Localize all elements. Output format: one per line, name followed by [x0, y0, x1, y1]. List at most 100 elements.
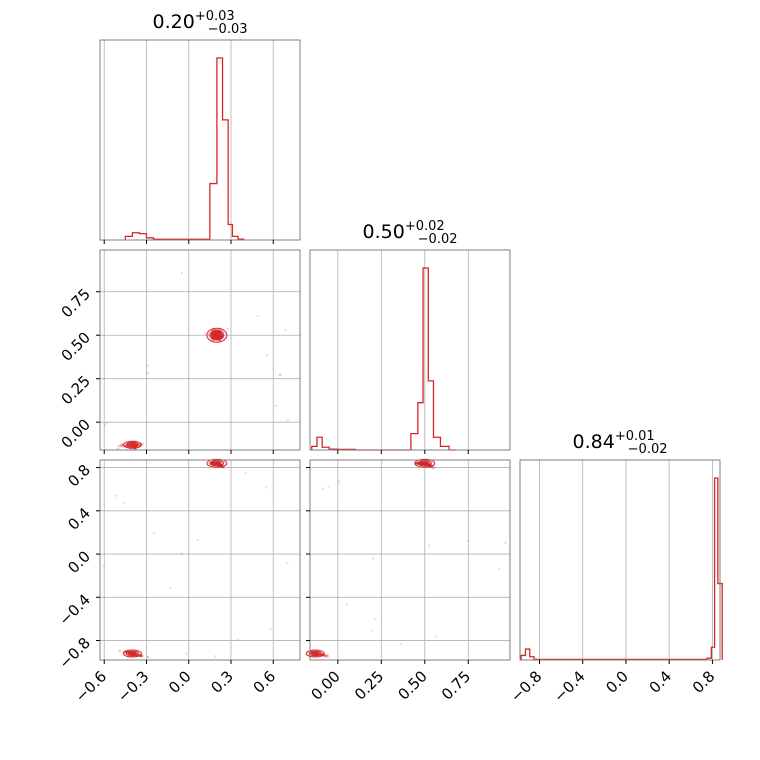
contour	[128, 443, 137, 447]
sample-point	[215, 461, 219, 465]
y-tick-label-p2: −0.8	[56, 634, 94, 672]
sample-point	[214, 461, 217, 465]
sample-point	[215, 461, 218, 465]
sample-point	[214, 461, 217, 465]
x-tick-label-p1: 0.25	[351, 667, 387, 703]
contour	[212, 332, 222, 339]
outlier-point	[168, 586, 172, 590]
sample-point	[213, 333, 217, 336]
sample-point	[214, 461, 218, 465]
panel-2-2: 0.84+0.01 −0.02	[519, 429, 723, 664]
sample-point	[214, 461, 218, 465]
sample-point	[215, 333, 219, 337]
sample-point	[424, 461, 428, 465]
sample-point	[214, 333, 217, 337]
sample-point	[126, 443, 130, 447]
x-tick-label-p2: 0.4	[646, 667, 676, 697]
sample-point	[215, 461, 219, 465]
sample-point	[423, 461, 427, 465]
outlier-point	[180, 271, 184, 275]
sample-point	[215, 332, 219, 336]
panel-title-0: 0.20+0.03 −0.03	[153, 9, 248, 37]
sample-point	[214, 461, 218, 465]
contour	[311, 651, 319, 656]
outlier-point	[371, 629, 374, 632]
sample-point	[215, 461, 218, 465]
sample-point	[214, 461, 218, 465]
x-tick-label-p2: −0.4	[550, 667, 588, 705]
outlier-point	[374, 617, 377, 621]
sample-point	[414, 461, 418, 465]
sample-point	[213, 461, 217, 465]
outlier-point	[286, 418, 289, 422]
sample-point	[215, 334, 219, 338]
outlier-point	[236, 638, 239, 641]
sample-point	[214, 461, 218, 465]
sample-point	[216, 333, 219, 337]
x-tick-label-p2: 0.0	[602, 667, 632, 697]
sample-point	[140, 654, 144, 658]
sample-point	[422, 461, 425, 465]
sample-point	[215, 462, 219, 465]
outlier-point	[265, 353, 269, 357]
sample-point	[422, 461, 426, 465]
histogram-step-0	[124, 57, 245, 240]
sample-point	[422, 461, 426, 465]
sample-point	[214, 461, 217, 465]
contour	[420, 461, 429, 466]
x-tick-label-p0: −0.6	[72, 667, 110, 705]
sample-point	[214, 461, 218, 465]
sample-point	[418, 461, 422, 465]
sample-point	[424, 461, 428, 465]
sample-point	[215, 461, 219, 465]
sample-point	[422, 461, 426, 465]
sample-point	[422, 461, 425, 465]
sample-point	[422, 461, 426, 465]
sample-point	[423, 461, 427, 465]
outlier-point	[326, 653, 329, 657]
sample-point	[423, 461, 427, 465]
panel-2-0	[96, 458, 301, 664]
sample-point	[214, 333, 217, 337]
sample-point	[216, 334, 220, 338]
sample-point	[422, 461, 426, 465]
sample-point	[216, 461, 219, 465]
sample-point	[423, 461, 426, 465]
sample-point	[214, 461, 218, 465]
panel-frame	[99, 249, 301, 451]
sample-point	[215, 333, 218, 336]
sample-point	[214, 461, 218, 465]
x-tick-label-p0: −0.3	[114, 667, 152, 705]
contour	[209, 330, 225, 341]
outlier-point	[153, 531, 156, 535]
sample-point	[324, 654, 327, 658]
sample-point	[423, 461, 427, 465]
outlier-point	[180, 552, 183, 555]
sample-point	[422, 461, 426, 465]
sample-point	[423, 461, 427, 465]
sample-point	[214, 461, 217, 465]
panel-title-2: 0.84+0.01 −0.02	[573, 429, 668, 457]
outlier-point	[327, 485, 331, 488]
x-tick-label-p1: 0.75	[438, 667, 474, 703]
sample-point	[215, 332, 219, 336]
sample-point	[214, 461, 217, 465]
y-tick-label-p1: 0.00	[58, 415, 94, 451]
sample-point	[214, 461, 218, 465]
outlier-point	[498, 567, 501, 571]
histogram-step-2	[520, 477, 723, 661]
y-tick-label-p2: 0.0	[64, 547, 94, 577]
sample-point	[214, 332, 218, 336]
sample-point	[215, 461, 218, 465]
sample-point	[215, 461, 219, 465]
sample-point	[422, 461, 426, 465]
sample-point	[423, 461, 426, 465]
sample-point	[214, 334, 218, 338]
outlier-point	[102, 564, 106, 567]
sample-point	[120, 443, 124, 447]
sample-point	[216, 461, 219, 465]
sample-point	[119, 444, 123, 448]
sample-point	[214, 461, 218, 465]
sample-point	[214, 461, 218, 465]
